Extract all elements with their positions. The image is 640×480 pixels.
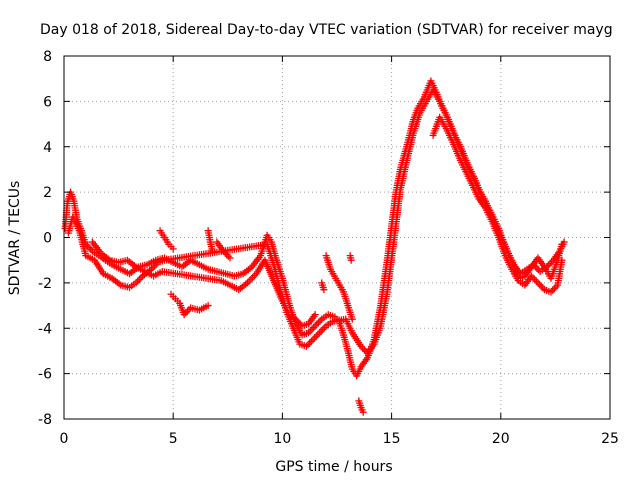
fragment-8-point [320, 286, 328, 294]
chart-title: Day 018 of 2018, Sidereal Day-to-day VTE… [40, 22, 613, 38]
y-axis-title: SDTVAR / TECUs [7, 181, 23, 296]
fragment-1-point [169, 245, 177, 253]
fragment-2-point [204, 302, 212, 310]
y-tick-label: -4 [38, 321, 52, 337]
x-tick-label: 20 [492, 431, 510, 447]
trace-d-point [311, 311, 319, 319]
fragment-6-point [347, 256, 355, 264]
y-tick-label: -8 [38, 412, 52, 428]
y-tick-label: 8 [43, 49, 52, 65]
x-tick-label: 5 [169, 431, 178, 447]
x-tick-label: 15 [383, 431, 401, 447]
y-tick-label: -2 [38, 276, 52, 292]
fragment-3-point [209, 247, 217, 255]
x-axis-title: GPS time / hours [275, 459, 392, 475]
y-tick-label: 4 [43, 140, 52, 156]
trace-b-point [558, 240, 566, 248]
fragment-5-point [348, 315, 356, 323]
fragment-7-point [359, 408, 367, 416]
points-layer [61, 77, 568, 416]
y-tick-label: 0 [43, 231, 52, 247]
y-tick-label: 6 [43, 94, 52, 110]
fragment-4-point [226, 254, 234, 262]
axes-layer: 0 5 10 15 20 25 -8 -6 -4 -2 0 2 4 6 8 [38, 49, 619, 447]
x-tick-label: 0 [60, 431, 69, 447]
x-tick-label: 10 [273, 431, 291, 447]
y-tick-label: -6 [38, 367, 52, 383]
y-tick-label: 2 [43, 185, 52, 201]
x-tick-label: 25 [601, 431, 619, 447]
trace-c-point [558, 256, 566, 264]
